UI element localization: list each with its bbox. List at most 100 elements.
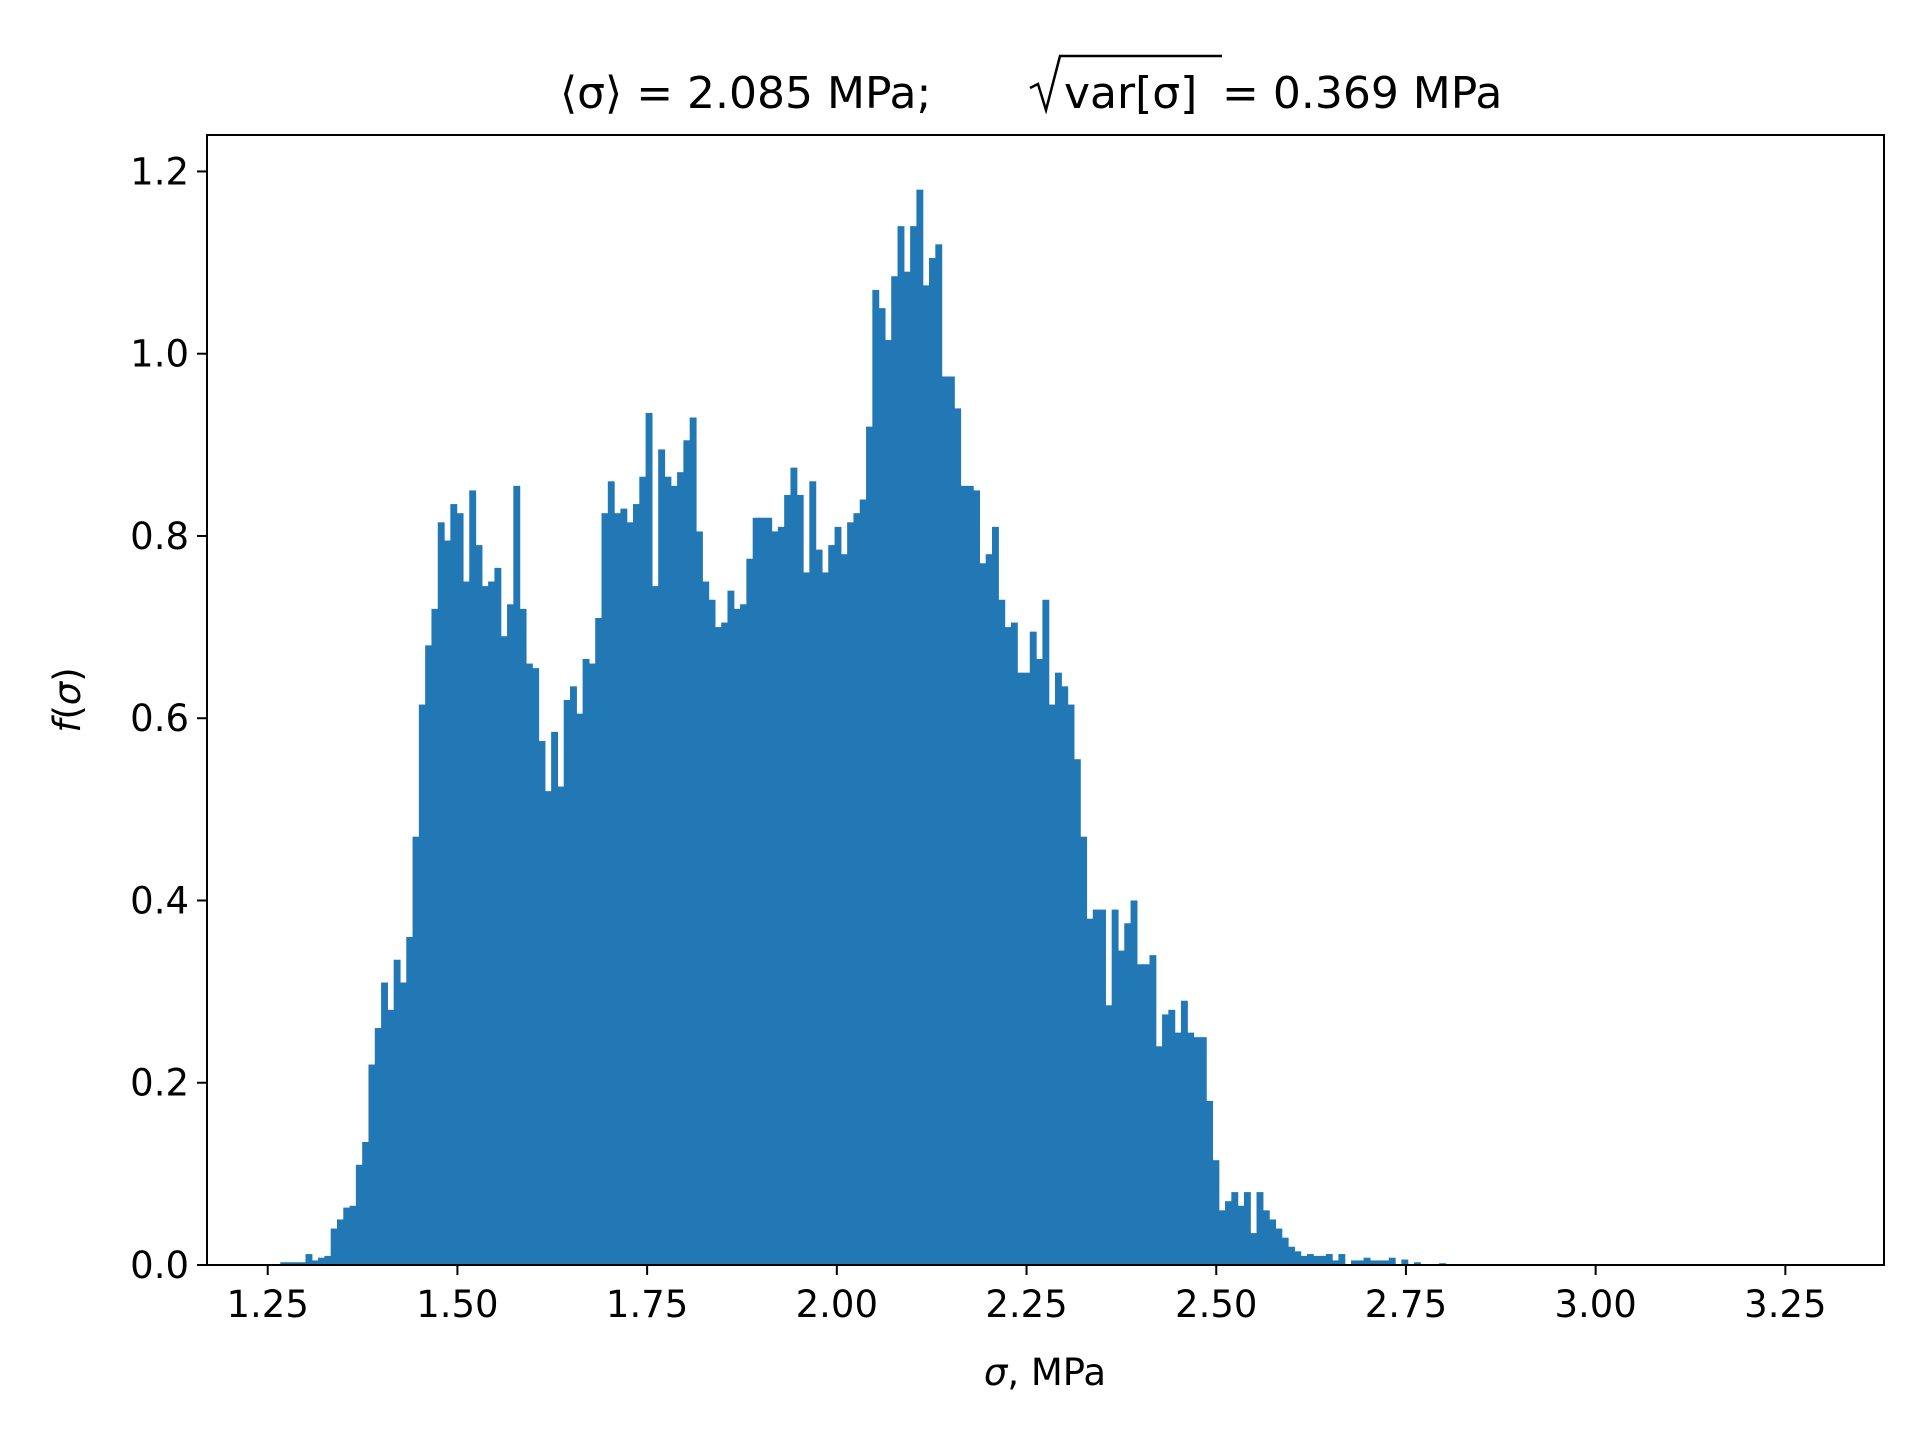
- histogram-bar: [551, 731, 559, 1265]
- histogram-bar: [1086, 918, 1094, 1265]
- histogram-bar: [1288, 1246, 1295, 1265]
- histogram-bar: [1017, 672, 1025, 1265]
- histogram-bar: [431, 608, 439, 1265]
- histogram-bar: [727, 590, 735, 1265]
- histogram-bars: [280, 189, 1447, 1266]
- histogram-bar: [311, 1260, 319, 1265]
- histogram-bar: [828, 545, 836, 1265]
- histogram-bar: [412, 836, 420, 1265]
- histogram-bar: [790, 467, 798, 1265]
- histogram-bar: [960, 485, 968, 1266]
- histogram-bar: [399, 982, 407, 1265]
- histogram-bar: [588, 663, 596, 1265]
- histogram-bar: [954, 408, 962, 1265]
- histogram-bar: [771, 531, 779, 1265]
- histogram-bar: [1262, 1210, 1270, 1265]
- histogram-bar: [387, 1009, 395, 1265]
- histogram-bar: [1357, 1260, 1365, 1265]
- histogram-bar: [525, 663, 533, 1265]
- histogram-bar: [992, 526, 999, 1265]
- histogram-bar: [1369, 1260, 1377, 1265]
- histogram-bar: [1004, 627, 1012, 1265]
- histogram-bar: [853, 513, 861, 1265]
- x-tick-label: 3.00: [1554, 1283, 1636, 1326]
- histogram-bar: [355, 1164, 363, 1265]
- plot-frame: [206, 134, 1885, 1266]
- histogram-bar: [1206, 1100, 1214, 1265]
- histogram-bar: [1105, 1005, 1113, 1265]
- x-axis-label: σ, MPa: [984, 1351, 1106, 1394]
- histogram-bar: [1275, 1228, 1283, 1265]
- histogram-bar: [601, 513, 609, 1265]
- histogram-bar: [1243, 1192, 1251, 1265]
- histogram-bar: [777, 526, 785, 1265]
- histogram-bar: [1029, 631, 1037, 1265]
- histogram-bar: [664, 476, 672, 1266]
- histogram-bar: [349, 1205, 357, 1265]
- x-tick-label: 1.75: [606, 1283, 688, 1326]
- histogram-bar: [418, 704, 426, 1265]
- histogram-bar: [866, 426, 873, 1265]
- x-tick-label: 2.75: [1365, 1283, 1447, 1326]
- histogram-bar: [1124, 923, 1132, 1265]
- histogram-bar: [935, 244, 943, 1266]
- histogram-bar: [784, 494, 792, 1266]
- histogram-bar: [670, 485, 678, 1266]
- histogram-bar: [1382, 1260, 1390, 1265]
- y-tick-label: 0.4: [130, 879, 189, 922]
- histogram-bar: [1294, 1251, 1302, 1265]
- histogram-bar: [1225, 1201, 1232, 1265]
- histogram-bar: [1111, 909, 1119, 1265]
- histogram-bar: [910, 226, 918, 1265]
- histogram-bar: [765, 517, 773, 1265]
- histogram-bar: [513, 485, 521, 1266]
- histogram-bar: [884, 340, 892, 1265]
- histogram-bar: [406, 936, 414, 1265]
- histogram-bar: [507, 604, 514, 1265]
- y-tick-label: 1.2: [130, 150, 189, 193]
- histogram-bar: [576, 713, 584, 1265]
- histogram-bar: [1180, 1000, 1188, 1265]
- histogram-bar: [733, 608, 741, 1265]
- histogram-bar: [752, 517, 760, 1265]
- histogram-bar: [437, 522, 445, 1265]
- x-tick-label: 2.00: [796, 1283, 878, 1326]
- histogram-bar: [708, 599, 716, 1265]
- histogram-bar: [368, 1064, 376, 1265]
- histogram-bar: [1300, 1255, 1308, 1265]
- histogram-bar: [1413, 1262, 1421, 1265]
- histogram-bar: [878, 308, 886, 1265]
- histogram-bar: [803, 572, 810, 1265]
- histogram-bar: [979, 563, 987, 1265]
- histogram-bar: [847, 522, 855, 1265]
- x-axis-ticks: 1.25 1.50 1.75 2.00 2.25 2.50 2.75 3.00 3.25: [227, 1265, 1827, 1326]
- histogram-bar: [840, 554, 848, 1265]
- histogram-bar: [1048, 704, 1056, 1265]
- histogram-bar: [1351, 1260, 1358, 1265]
- histogram-bar: [746, 558, 754, 1265]
- histogram-bar: [626, 522, 634, 1265]
- histogram-bar: [1162, 1014, 1169, 1265]
- histogram-bar: [1401, 1259, 1409, 1265]
- histogram-bar: [299, 1262, 307, 1265]
- histogram-bar: [1073, 759, 1081, 1265]
- title-mean: ⟨σ⟩ = 2.085 MPa;: [560, 68, 931, 119]
- histogram-bar: [1092, 909, 1100, 1265]
- histogram-bar: [1143, 964, 1151, 1265]
- histogram-bar: [815, 549, 823, 1265]
- histogram-bar: [897, 226, 905, 1265]
- histogram-bar: [305, 1254, 313, 1265]
- histogram-bar: [488, 581, 496, 1265]
- y-tick-label: 1.0: [130, 333, 189, 376]
- x-tick-label: 1.50: [416, 1283, 498, 1326]
- histogram-bar: [658, 449, 666, 1265]
- histogram-bar: [947, 376, 955, 1265]
- histogram-bar: [1117, 950, 1125, 1265]
- histogram-bar: [538, 741, 546, 1265]
- histogram-bar: [1269, 1219, 1277, 1265]
- histogram-bar: [1149, 955, 1157, 1265]
- histogram-bar: [292, 1262, 300, 1265]
- histogram-bar: [1067, 704, 1075, 1265]
- histogram-bar: [1036, 658, 1043, 1265]
- x-tick-label: 2.25: [985, 1283, 1067, 1326]
